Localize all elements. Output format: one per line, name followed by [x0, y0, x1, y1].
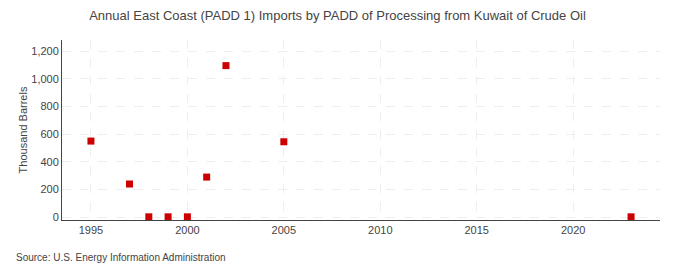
- svg-text:1,000: 1,000: [31, 73, 59, 85]
- svg-text:2015: 2015: [464, 224, 488, 236]
- svg-text:400: 400: [40, 156, 58, 168]
- svg-text:200: 200: [40, 183, 58, 195]
- svg-text:600: 600: [40, 128, 58, 140]
- svg-text:0: 0: [53, 211, 59, 223]
- svg-text:2005: 2005: [272, 224, 296, 236]
- svg-text:Annual East Coast (PADD 1) Imp: Annual East Coast (PADD 1) Imports by PA…: [89, 8, 586, 23]
- svg-text:2010: 2010: [368, 224, 392, 236]
- svg-text:1,200: 1,200: [31, 45, 59, 57]
- svg-text:2020: 2020: [561, 224, 585, 236]
- svg-text:Source: U.S. Energy Informatio: Source: U.S. Energy Information Administ…: [16, 252, 226, 263]
- svg-text:2000: 2000: [175, 224, 199, 236]
- svg-text:1995: 1995: [79, 224, 103, 236]
- svg-text:Thousand Barrels: Thousand Barrels: [17, 86, 29, 173]
- svg-text:800: 800: [40, 100, 58, 112]
